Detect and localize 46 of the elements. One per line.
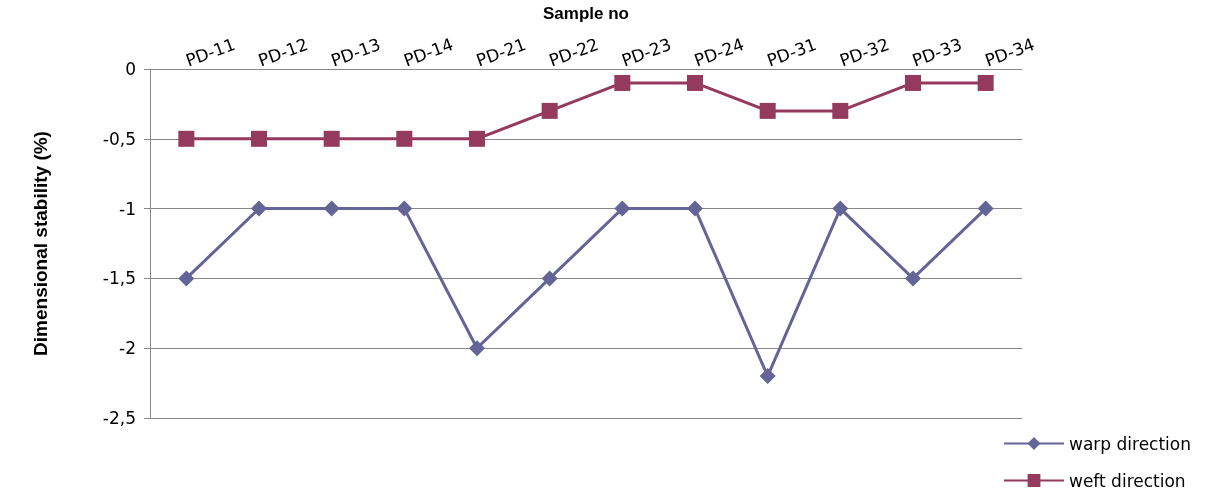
x-tick-label: PD-32 bbox=[836, 34, 892, 71]
y-tick-label: -1 bbox=[119, 198, 136, 219]
point bbox=[469, 130, 485, 147]
point bbox=[541, 270, 558, 287]
y-tick-label: -2 bbox=[119, 338, 136, 359]
x-tick-label: PD-34 bbox=[982, 34, 1038, 71]
point bbox=[687, 74, 703, 91]
point bbox=[251, 130, 267, 147]
x-tick-label: PD-14 bbox=[400, 34, 456, 71]
x-tick-label: PD-23 bbox=[618, 34, 674, 71]
point bbox=[832, 200, 849, 217]
legend-label: weft direction bbox=[1069, 470, 1186, 491]
point bbox=[323, 130, 340, 147]
point bbox=[323, 200, 340, 217]
y-tick-label: -2,5 bbox=[102, 408, 136, 428]
point bbox=[977, 74, 994, 91]
y-tick-label: -1,5 bbox=[102, 268, 136, 289]
point bbox=[251, 200, 267, 217]
point bbox=[905, 270, 921, 287]
point bbox=[759, 102, 776, 119]
x-tick-label: PD-11 bbox=[182, 34, 238, 71]
point bbox=[469, 340, 485, 357]
point bbox=[905, 74, 921, 91]
y-axis-title: Dimensional stability (%) bbox=[30, 131, 51, 356]
point bbox=[687, 200, 703, 217]
point bbox=[178, 130, 195, 147]
point bbox=[396, 200, 413, 217]
x-tick-label: PD-12 bbox=[255, 34, 311, 71]
point bbox=[614, 74, 631, 91]
x-tick-label: PD-21 bbox=[473, 34, 529, 71]
x-tick-label: PD-31 bbox=[764, 34, 820, 71]
point bbox=[396, 130, 413, 147]
y-tick-label: -0,5 bbox=[102, 128, 136, 149]
point bbox=[832, 102, 849, 119]
x-axis-title: Sample no bbox=[543, 4, 629, 23]
point bbox=[541, 102, 558, 119]
x-tick-label: PD-22 bbox=[546, 34, 602, 71]
point bbox=[759, 368, 776, 385]
x-tick-label: PD-13 bbox=[328, 34, 384, 71]
point bbox=[977, 200, 994, 217]
legend-label: warp direction bbox=[1069, 433, 1192, 454]
x-tick-label: PD-33 bbox=[909, 34, 965, 71]
point bbox=[614, 200, 631, 217]
point bbox=[178, 270, 195, 287]
y-tick-label: 0 bbox=[125, 59, 136, 79]
x-tick-label: PD-24 bbox=[691, 34, 747, 71]
